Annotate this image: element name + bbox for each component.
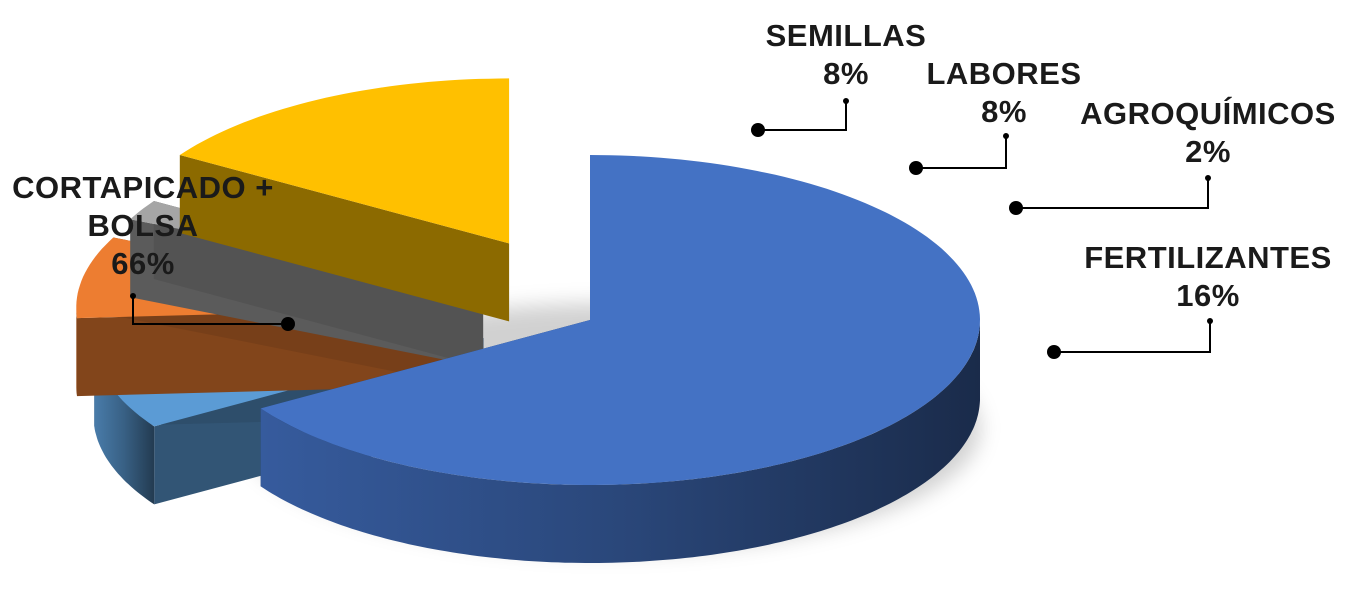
leader-line-labores [916,136,1007,169]
leader-dot-labores [909,161,923,175]
leader-lines [130,98,1213,359]
label-labores-value: 8% [981,94,1027,129]
leader-dot-labores-end [1003,133,1009,139]
slice-top-cortapicado [260,155,980,485]
label-fertilizantes-name: FERTILIZANTES [1084,240,1332,275]
pie-slice-fertilizantes [179,78,510,322]
leader-dot-agroquimicos [1009,201,1023,215]
label-cortapicado-line1: CORTAPICADO + [12,170,274,205]
leader-line-semillas [758,101,847,131]
slice-wall-cortapicado [260,322,980,563]
slice-side-fertilizantes-a [179,155,510,322]
slice-top-fertilizantes [179,78,510,244]
leader-dot-semillas [751,123,765,137]
leader-dot-cortapicado-end [130,293,136,299]
label-cortapicado-line2: BOLSA [88,208,199,243]
label-semillas-name: SEMILLAS [766,18,927,53]
label-labores-name: LABORES [926,56,1081,91]
leader-dot-agroquimicos-end [1205,175,1211,181]
leader-line-fertilizantes [1054,321,1211,353]
leader-dot-semillas-end [843,98,849,104]
label-agroquimicos-name: AGROQUÍMICOS [1080,96,1336,131]
leader-line-agroquimicos [1016,178,1209,209]
label-cortapicado-value: 66% [111,246,175,281]
leader-dot-fertilizantes [1047,345,1061,359]
pie-slice-cortapicado [260,155,980,563]
label-semillas-value: 8% [823,56,869,91]
leader-dot-cortapicado [281,317,295,331]
label-agroquimicos-value: 2% [1185,134,1231,169]
slice-wall-labores [76,309,77,397]
label-fertilizantes-value: 16% [1176,278,1240,313]
leader-dot-fertilizantes-end [1207,318,1213,324]
leader-line-cortapicado [132,296,288,325]
